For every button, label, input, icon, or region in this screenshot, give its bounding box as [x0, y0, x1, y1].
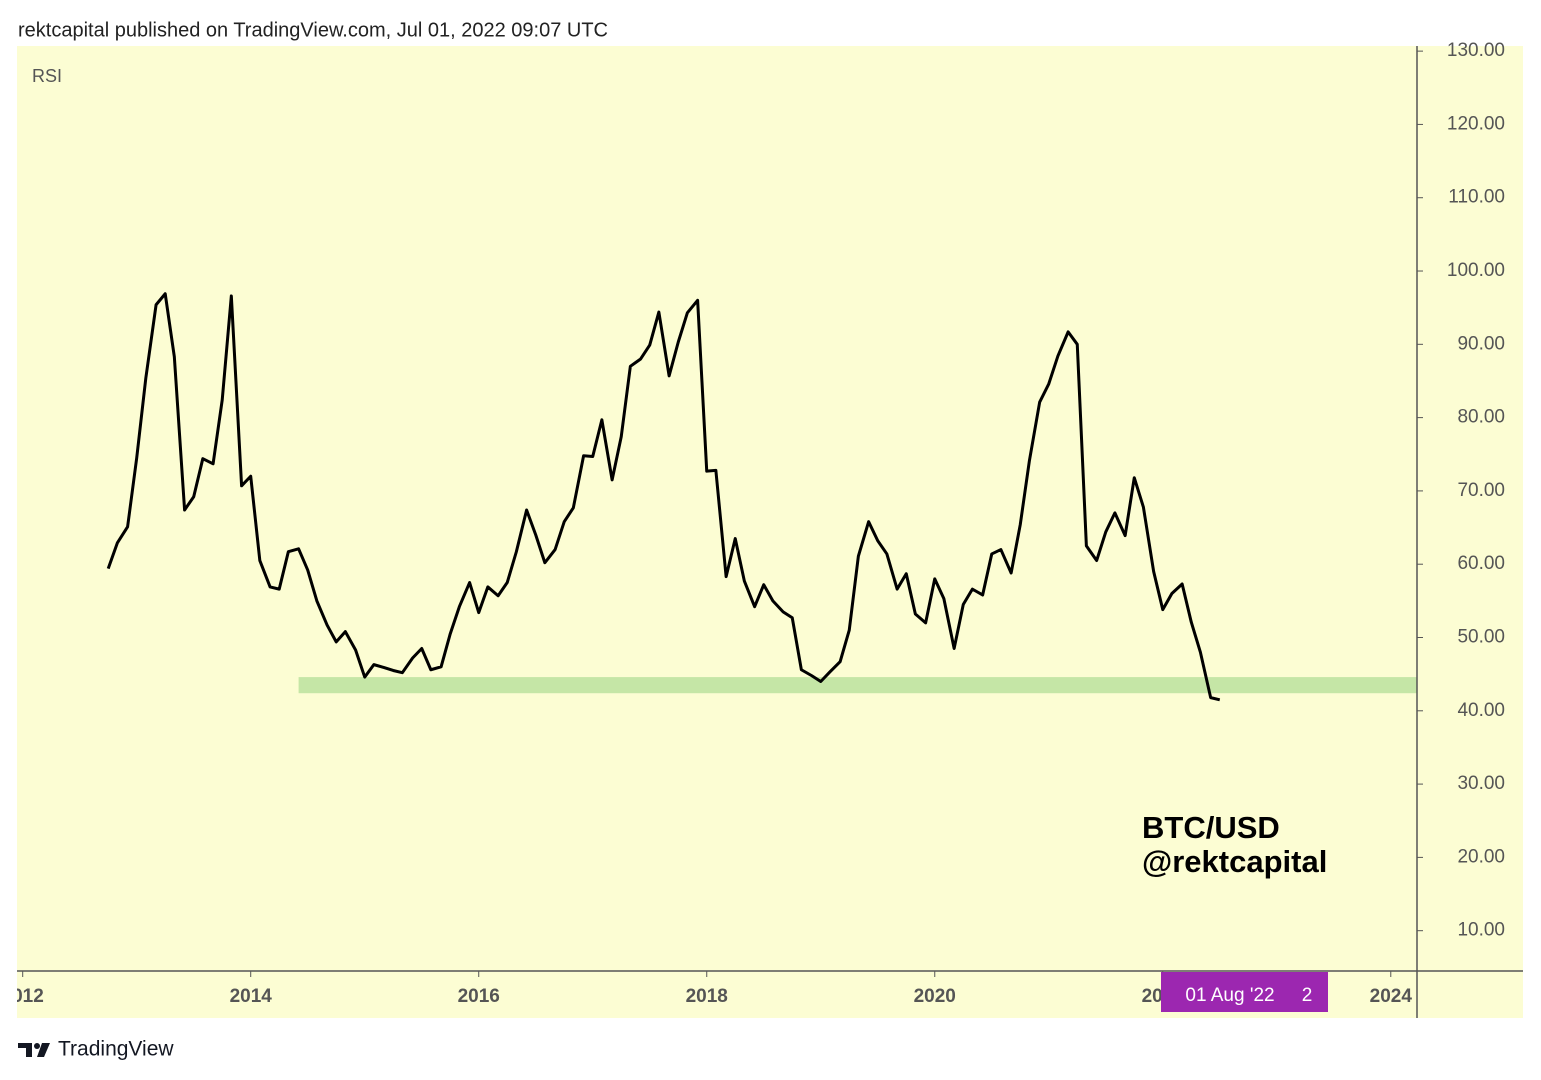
footer: TradingView: [58, 1038, 174, 1061]
crosshair-extra: 2: [1302, 985, 1313, 1006]
y-tick-label: 60.00: [1457, 553, 1505, 574]
chart-title: RSI: [32, 66, 62, 86]
y-tick-label: 20.00: [1457, 846, 1505, 867]
y-tick-label: 10.00: [1457, 920, 1505, 941]
y-tick-label: 30.00: [1457, 773, 1505, 794]
tradingview-logo: [18, 1043, 50, 1057]
crosshair-date: 01 Aug '22: [1185, 985, 1274, 1006]
plot: [106, 292, 1418, 702]
y-tick-label: 70.00: [1457, 480, 1505, 501]
y-tick-label: 100.00: [1447, 260, 1505, 281]
y-tick-label: 110.00: [1448, 187, 1505, 208]
y-tick-label: 50.00: [1457, 627, 1505, 648]
y-tick-label: 130.00: [1447, 40, 1505, 61]
y-tick-label: 80.00: [1457, 407, 1505, 428]
x-tick-label: 2018: [686, 986, 728, 1007]
rsi-line: [106, 292, 1221, 702]
y-tick-label: 90.00: [1457, 333, 1505, 354]
crosshair-box: [1161, 972, 1328, 1012]
chart-background: [17, 46, 1523, 1018]
annotation: @rektcapital: [1142, 844, 1327, 879]
x-tick-label: 2024: [1370, 986, 1413, 1007]
x-tick-label: 2012: [2, 986, 44, 1007]
header: rektcapital published on TradingView.com…: [18, 19, 608, 41]
x-tick-label: 2014: [230, 986, 273, 1007]
x-tick-label: 2020: [914, 986, 956, 1007]
y-tick-label: 40.00: [1457, 700, 1505, 721]
y-tick-label: 120.00: [1447, 113, 1505, 134]
x-tick-label: 2016: [458, 986, 500, 1007]
support-band: [298, 677, 1418, 694]
annotation: BTC/USD: [1142, 810, 1280, 845]
